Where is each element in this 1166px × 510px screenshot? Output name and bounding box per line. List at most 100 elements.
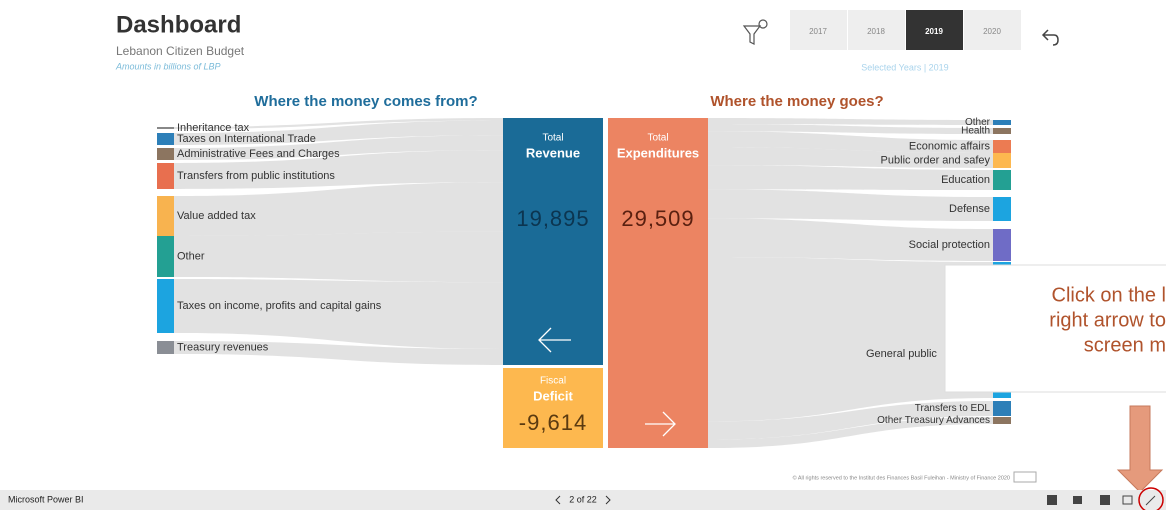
share-icon[interactable] bbox=[1122, 495, 1133, 505]
source-label: Treasury revenues bbox=[177, 341, 269, 353]
pager: 2 of 22 bbox=[569, 494, 597, 504]
copyright: © All rights reserved to the Institut de… bbox=[793, 474, 1010, 481]
use-bar bbox=[993, 170, 1011, 190]
revenue-big: Revenue bbox=[526, 145, 580, 160]
use-label: Public order and safey bbox=[881, 154, 991, 166]
hint-arrow bbox=[1116, 405, 1164, 493]
prev-page[interactable] bbox=[555, 495, 561, 505]
revenue-small: Total bbox=[542, 133, 563, 144]
year-label: 2020 bbox=[983, 27, 1001, 36]
revenue-value: 19,895 bbox=[516, 206, 589, 231]
use-label: Health bbox=[961, 126, 990, 137]
use-bar bbox=[993, 401, 1011, 416]
source-label: Taxes on income, profits and capital gai… bbox=[177, 300, 382, 312]
undo-icon[interactable] bbox=[1041, 29, 1059, 46]
selected-years: Selected Years | 2019 bbox=[861, 62, 948, 72]
bottom-bar bbox=[0, 490, 1166, 510]
source-bar bbox=[157, 163, 174, 189]
callout-box bbox=[944, 264, 1166, 393]
year-label: 2019 bbox=[925, 27, 943, 36]
back-arrow[interactable] bbox=[538, 327, 571, 353]
use-bar bbox=[993, 120, 1011, 125]
next-arrow[interactable] bbox=[645, 411, 676, 437]
source-bar bbox=[157, 341, 174, 354]
flow bbox=[174, 182, 503, 236]
flow bbox=[174, 231, 503, 283]
app-name: Microsoft Power BI bbox=[8, 494, 84, 504]
callout-line: screen m bbox=[1084, 334, 1166, 356]
use-label: Education bbox=[941, 174, 990, 186]
linkedin-icon[interactable] bbox=[1047, 495, 1057, 505]
filter-icon[interactable] bbox=[742, 19, 768, 45]
callout-line: right arrow to bbox=[1049, 309, 1166, 331]
use-label: Other bbox=[965, 117, 991, 128]
use-bar bbox=[993, 417, 1011, 424]
flow bbox=[174, 341, 503, 365]
use-bar bbox=[993, 229, 1011, 261]
logo bbox=[1013, 471, 1037, 483]
source-bar bbox=[157, 133, 174, 145]
use-label: Defense bbox=[949, 203, 990, 215]
highlight-circle bbox=[1138, 487, 1164, 510]
callout-line: Click on the l bbox=[1052, 284, 1166, 306]
year-label: 2018 bbox=[867, 27, 885, 36]
flow bbox=[708, 118, 993, 125]
year-button[interactable] bbox=[848, 10, 905, 50]
revenue-box bbox=[503, 118, 603, 365]
flow bbox=[174, 135, 503, 160]
facebook-icon[interactable] bbox=[1100, 495, 1110, 505]
twitter-icon[interactable] bbox=[1073, 496, 1082, 504]
flow bbox=[708, 124, 993, 134]
flow bbox=[174, 120, 503, 145]
callout: Click on the l right arrow to screen m bbox=[944, 264, 1166, 393]
use-label: Other Treasury Advances bbox=[877, 415, 990, 426]
use-bar bbox=[993, 197, 1011, 221]
source-bar bbox=[157, 196, 174, 236]
source-label: Administrative Fees and Charges bbox=[177, 148, 340, 160]
source-label: Value added tax bbox=[177, 210, 256, 222]
flow bbox=[708, 165, 993, 190]
year-button[interactable] bbox=[790, 10, 847, 50]
expenditure-value: 29,509 bbox=[621, 206, 694, 231]
flow bbox=[708, 257, 993, 422]
use-bar bbox=[993, 140, 1011, 153]
use-label: General public bbox=[866, 348, 937, 360]
next-page[interactable] bbox=[605, 495, 611, 505]
flow bbox=[708, 417, 993, 448]
source-label: Taxes on International Trade bbox=[177, 133, 316, 145]
subtitle: Lebanon Citizen Budget bbox=[116, 44, 245, 58]
deficit-box bbox=[503, 368, 603, 448]
use-bar bbox=[993, 153, 1011, 168]
year-button[interactable] bbox=[964, 10, 1021, 50]
expenditure-box bbox=[608, 118, 708, 448]
source-bar bbox=[157, 127, 174, 129]
flow bbox=[708, 131, 993, 153]
deficit-small: Fiscal bbox=[540, 376, 566, 387]
use-label: Economic affairs bbox=[909, 140, 991, 152]
flow bbox=[708, 401, 993, 440]
flow bbox=[708, 147, 993, 168]
expenditure-big: Expenditures bbox=[617, 145, 699, 160]
deficit-big: Deficit bbox=[533, 388, 573, 403]
left-title: Where the money comes from? bbox=[254, 93, 477, 110]
title: Dashboard bbox=[116, 11, 241, 38]
use-label: Social protection bbox=[909, 239, 990, 251]
year-button[interactable] bbox=[906, 10, 963, 50]
source-label: Other bbox=[177, 250, 205, 262]
note: Amounts in billions of LBP bbox=[115, 61, 221, 71]
use-label: Transfers to EDL bbox=[915, 403, 991, 414]
source-label: Transfers from public institutions bbox=[177, 170, 335, 182]
use-bar bbox=[993, 128, 1011, 134]
source-bar bbox=[157, 236, 174, 277]
flow bbox=[708, 218, 993, 261]
source-label: Inheritance tax bbox=[177, 122, 250, 134]
flow bbox=[174, 118, 503, 129]
flow bbox=[174, 279, 503, 349]
deficit-value: -9,614 bbox=[519, 410, 587, 435]
right-title: Where the money goes? bbox=[710, 93, 883, 110]
flow bbox=[708, 189, 993, 221]
source-bar bbox=[157, 279, 174, 333]
source-bar bbox=[157, 148, 174, 160]
fullscreen-icon[interactable] bbox=[1145, 495, 1156, 506]
